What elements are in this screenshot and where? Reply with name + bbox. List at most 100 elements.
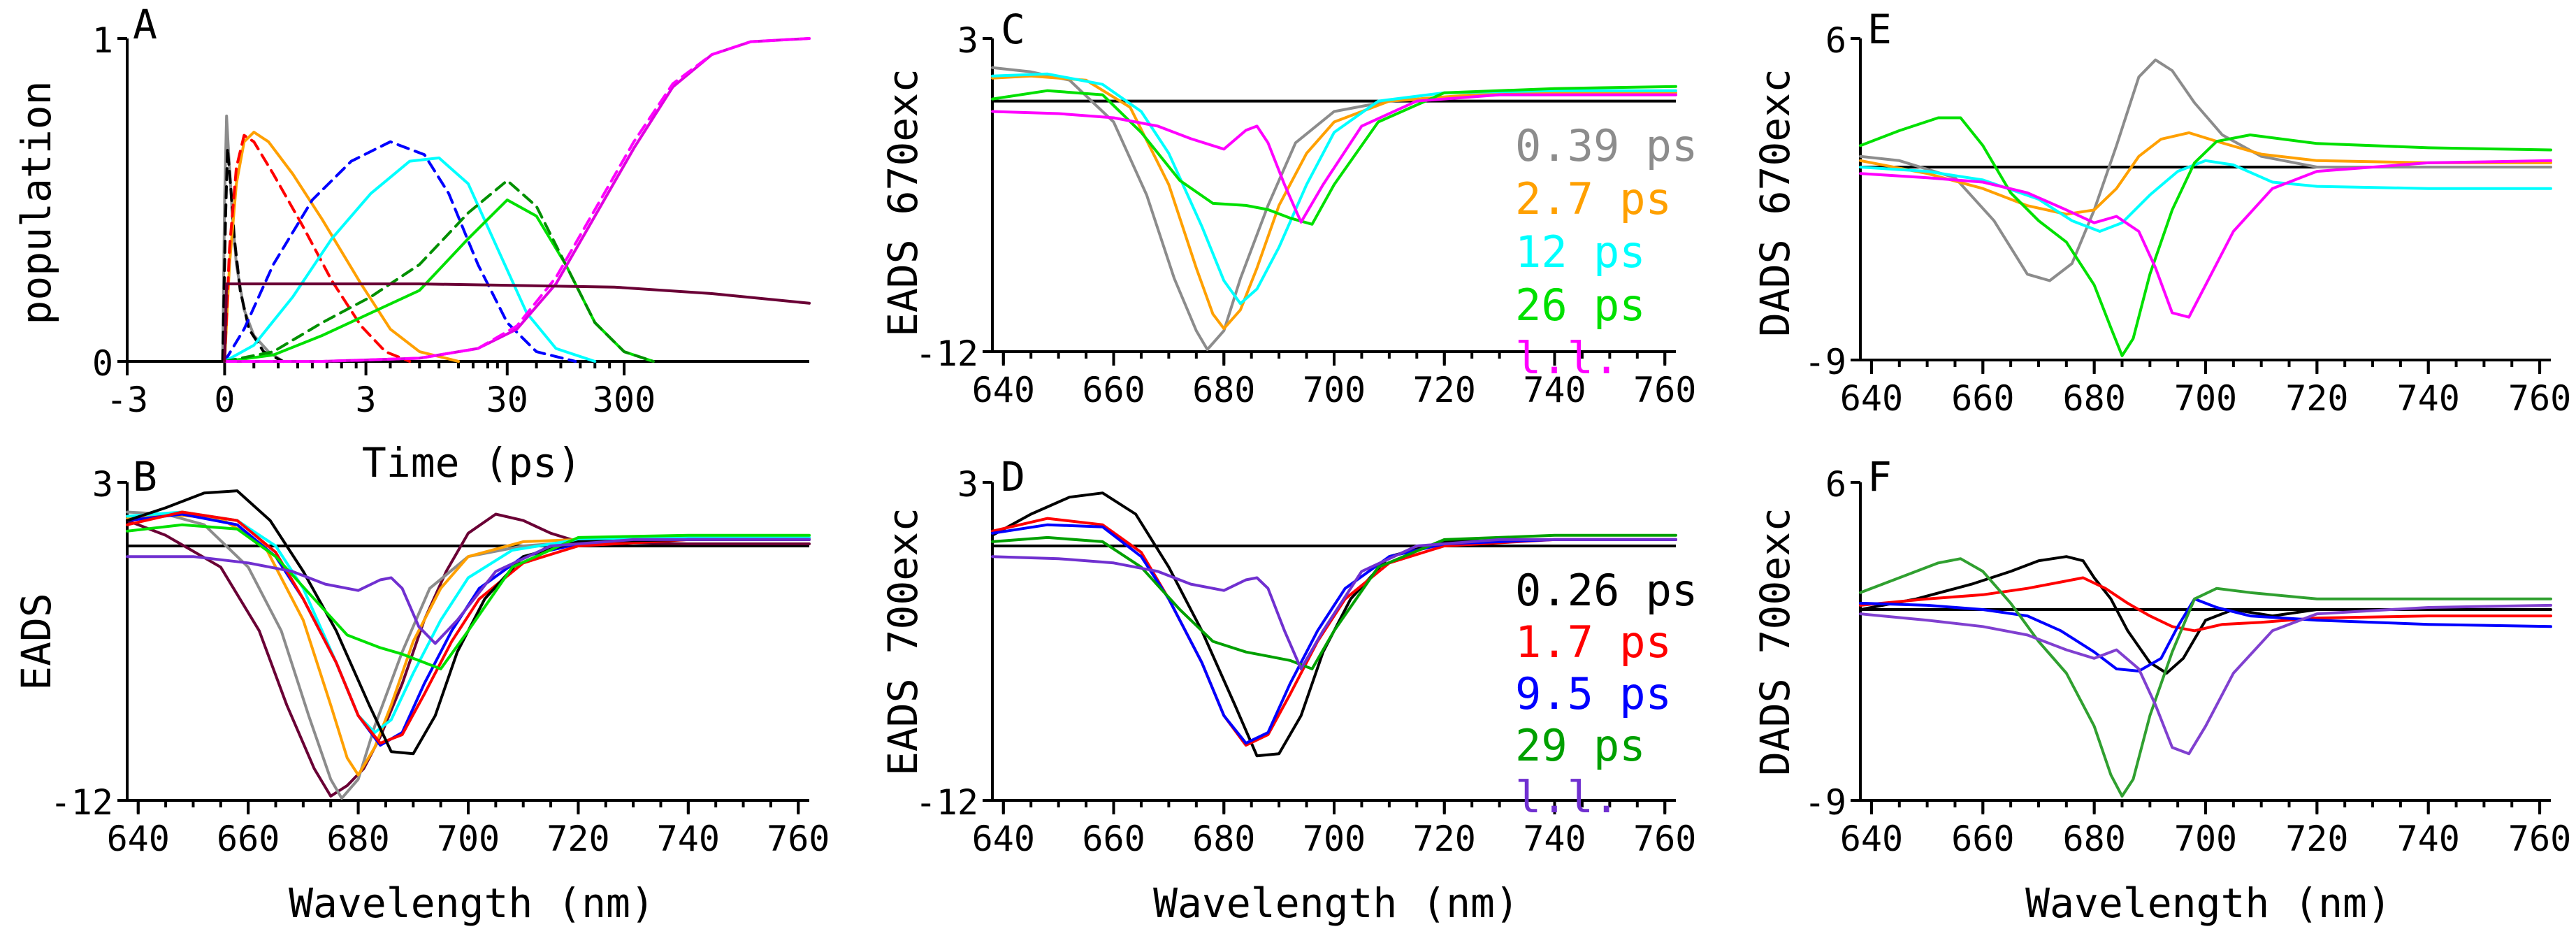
panel-b-xtick-label: 660	[217, 819, 280, 859]
panel-b-plot: -12 3 640 660 680 700 720 740 760	[50, 464, 830, 859]
panel-d-ylabel: EADS 700exc	[879, 508, 927, 776]
panel-e-axes	[1859, 38, 2551, 361]
legend-d-item-2: 1.7 ps	[1515, 617, 1672, 668]
panel-c-plot: -12 3 640 660 680 700 720 740 760	[916, 20, 1697, 410]
panel-d-xtick-label: 680	[1192, 819, 1255, 859]
panel-a-series-5	[223, 156, 597, 363]
panel-e-xtick-label: 660	[1951, 378, 2014, 419]
panel-c-xtick-label: 720	[1413, 370, 1476, 410]
panel-a-label: A	[133, 1, 157, 48]
legend-c-item-3: 12 ps	[1515, 226, 1646, 278]
panel-a-xtick-label: 30	[486, 380, 528, 420]
panel-f-xtick-label: 640	[1840, 819, 1903, 859]
panel-a-xlabel: Time (ps)	[362, 439, 581, 487]
panel-e-xtick-label: 760	[2508, 378, 2571, 419]
panel-d-series-1	[991, 517, 1677, 747]
panel-f-series-1	[1859, 576, 2552, 633]
panel-a-series-0	[221, 114, 285, 363]
panel-e-xtick-label: 700	[2174, 378, 2237, 419]
panel-c-label: C	[1001, 6, 1025, 53]
panel-f-xtick-label: 700	[2174, 819, 2237, 859]
panel-b-ytick-label: 3	[92, 464, 113, 505]
panel-b-xtick-label: 680	[326, 819, 389, 859]
panel-d-series-3	[991, 533, 1677, 670]
panel-d-xtick-label: 700	[1303, 819, 1366, 859]
panel-f-ylabel: DADS 700exc	[1751, 508, 1799, 776]
panel-e-series-4	[1859, 159, 2552, 319]
panel-c-series-4	[991, 93, 1677, 224]
panel-c-xtick-label: 640	[972, 370, 1035, 410]
panel-c-xtick-label: 740	[1523, 370, 1586, 410]
panel-c-xtick-label: 760	[1633, 370, 1696, 410]
panel-d-series-4	[991, 538, 1677, 670]
panel-f-series-3	[1859, 557, 2552, 798]
panel-a: A population Time (ps) 01-3 0 3 30 300	[13, 1, 811, 487]
panel-d-xtick-label: 640	[972, 819, 1035, 859]
panel-f-xtick-label: 720	[2285, 819, 2348, 859]
legend-c-item-4: 26 ps	[1515, 280, 1646, 331]
panel-a-series-3	[223, 134, 412, 363]
panel-e-ylabel: DADS 670exc	[1751, 69, 1799, 337]
panel-b-series-3	[126, 510, 811, 734]
panel-e-ytick-label: -9	[1804, 342, 1846, 382]
panel-b-series-1	[126, 510, 811, 800]
panel-d-xtick-label: 760	[1633, 819, 1696, 859]
panel-c-xtick-label: 680	[1192, 370, 1255, 410]
panel-e-series-2	[1859, 159, 2552, 233]
panel-b-series-6	[126, 489, 811, 756]
panel-d-xtick-label: 720	[1413, 819, 1476, 859]
legend-c-item-1: 0.39 ps	[1515, 120, 1698, 171]
panel-b-xtick-label: 640	[107, 819, 170, 859]
panel-a-series-9	[223, 37, 811, 363]
panel-b-series-5	[126, 510, 811, 745]
panel-f-plot: -9 6 640 660 680 700 720 740 760	[1804, 464, 2571, 859]
panel-e-label: E	[1867, 6, 1892, 53]
panel-b: B EADS Wavelength (nm) -12 3 640 660 680 700 7…	[13, 453, 830, 927]
panel-e-ytick-label: 6	[1825, 20, 1846, 61]
panel-b-label: B	[133, 453, 157, 501]
panel-c-ytick-label: 3	[957, 20, 978, 61]
panel-e-series-0	[1859, 58, 2552, 282]
panel-c-ytick-label: -12	[916, 333, 978, 374]
legend-d-item-4: 29 ps	[1515, 720, 1646, 771]
panel-f: F DADS 700exc Wavelength (nm) -9 6 640 660 6…	[1751, 453, 2571, 927]
panel-b-xlabel: Wavelength (nm)	[289, 879, 655, 927]
panel-b-series-7	[126, 523, 811, 670]
panel-a-xtick-label: 300	[593, 380, 656, 420]
panel-f-xtick-label: 760	[2508, 819, 2571, 859]
panel-b-xtick-label: 720	[547, 819, 609, 859]
panel-e-xtick-label: 680	[2062, 378, 2125, 419]
panel-e-series-1	[1859, 131, 2552, 216]
panel-e-xtick-label: 740	[2397, 378, 2460, 419]
panel-b-xtick-label: 700	[437, 819, 500, 859]
panel-e-xtick-label: 720	[2285, 378, 2348, 419]
panel-f-xtick-label: 660	[1951, 819, 2014, 859]
panel-a-ytick-label: 1	[92, 20, 113, 61]
panel-b-axes	[126, 482, 809, 802]
panel-c-legend: 0.39 ps 2.7 ps 12 ps 26 ps l.l.	[1515, 120, 1698, 384]
panel-a-ylabel: population	[13, 80, 60, 324]
panel-a-xtick-label: -3	[106, 380, 148, 420]
panel-c-xtick-label: 660	[1082, 370, 1145, 410]
panel-a-xtick-label: 0	[214, 380, 235, 420]
panel-d-xlabel: Wavelength (nm)	[1153, 879, 1519, 927]
panel-d-xtick-label: 660	[1082, 819, 1145, 859]
panel-c-series-3	[991, 85, 1677, 226]
panel-a-series-7	[223, 179, 655, 363]
panel-b-series-0	[126, 512, 811, 798]
panel-f-series-0	[1859, 555, 2552, 675]
panel-d-legend: 0.26 ps 1.7 ps 9.5 ps 29 ps l.l.	[1515, 565, 1698, 823]
panel-c-xtick-label: 700	[1303, 370, 1366, 410]
legend-c-item-2: 2.7 ps	[1515, 173, 1672, 224]
panel-c-series-2	[991, 72, 1677, 305]
panel-d-plot: -12 3 640 660 680 700 720 740 760	[916, 464, 1697, 859]
panel-a-ytick-label: 0	[92, 343, 113, 384]
panel-e: E DADS 670exc -9 6 640 660 680 700 720 740 760	[1751, 6, 2571, 419]
panel-d-ytick-label: 3	[957, 464, 978, 505]
panel-f-ytick-label: -9	[1804, 782, 1846, 823]
panel-d-ytick-label: -12	[916, 782, 978, 823]
legend-d-item-3: 9.5 ps	[1515, 668, 1672, 719]
panel-c-ylabel: EADS 670exc	[879, 69, 927, 337]
